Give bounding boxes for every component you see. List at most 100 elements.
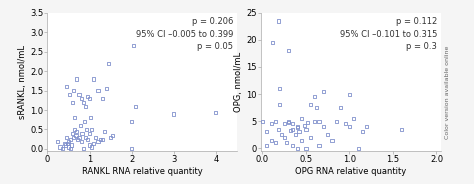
Point [56, 146, 64, 148]
Point [75, 93, 83, 96]
Point [82, 128, 90, 131]
Point [333, 120, 340, 123]
Point [285, 120, 292, 123]
Point [346, 125, 353, 128]
Text: p = 0.206
95% CI –0.005 to 0.399
p = 0.05: p = 0.206 95% CI –0.005 to 0.399 p = 0.0… [136, 17, 233, 51]
Point [88, 146, 95, 148]
Point [73, 77, 81, 80]
Y-axis label: sRANKL, nmol/mL: sRANKL, nmol/mL [18, 45, 27, 119]
Point [100, 130, 108, 133]
Point [92, 136, 100, 139]
Point [64, 140, 72, 143]
Point [130, 45, 137, 47]
Point [289, 122, 297, 125]
Point [82, 136, 89, 139]
Point [72, 134, 80, 137]
Point [295, 130, 303, 133]
Point [105, 62, 112, 65]
X-axis label: OPG RNA relative quantity: OPG RNA relative quantity [295, 167, 406, 176]
Point [68, 144, 76, 146]
Point [289, 144, 297, 147]
Point [355, 147, 362, 150]
Point [75, 136, 83, 139]
Point [88, 128, 95, 131]
Point [86, 144, 93, 146]
Point [71, 128, 79, 131]
Point [74, 138, 82, 141]
Point [341, 122, 349, 125]
Point [319, 125, 327, 128]
Point [267, 122, 275, 125]
Point [311, 95, 319, 98]
Point [82, 105, 89, 108]
Point [312, 106, 320, 109]
Point [263, 130, 271, 133]
Point [337, 106, 345, 109]
Point [307, 103, 314, 106]
Point [67, 138, 74, 141]
Point [65, 93, 73, 96]
Point [346, 93, 353, 95]
Point [54, 140, 62, 143]
Point [283, 141, 291, 144]
Point [276, 103, 283, 106]
Point [286, 129, 294, 132]
Point [269, 41, 277, 44]
Point [259, 120, 266, 123]
Point [80, 101, 87, 104]
Point [90, 77, 98, 80]
Point [77, 97, 85, 100]
Point [212, 111, 220, 114]
Point [298, 117, 305, 120]
Point [311, 120, 319, 123]
Point [63, 136, 70, 139]
X-axis label: RANKL RNA relative quantity: RANKL RNA relative quantity [82, 167, 202, 176]
Point [99, 97, 106, 100]
Point [128, 120, 136, 123]
Point [315, 144, 323, 147]
Point [109, 134, 117, 137]
Point [83, 138, 91, 141]
Point [81, 120, 88, 123]
Point [76, 124, 84, 127]
Point [350, 117, 357, 120]
Point [293, 125, 301, 128]
Point [102, 87, 110, 90]
Point [77, 140, 85, 143]
Point [274, 128, 282, 131]
Point [267, 139, 275, 141]
Point [67, 147, 74, 150]
Point [78, 132, 86, 135]
Point [63, 85, 70, 88]
Point [94, 89, 102, 92]
Point [170, 112, 178, 115]
Point [96, 138, 104, 141]
Point [90, 142, 98, 145]
Point [128, 147, 136, 150]
Point [319, 90, 327, 93]
Point [324, 133, 331, 136]
Point [58, 147, 66, 150]
Point [61, 144, 69, 146]
Point [281, 136, 288, 139]
Point [292, 133, 299, 136]
Point [132, 105, 140, 108]
Point [69, 132, 76, 135]
Point [69, 101, 76, 104]
Point [64, 146, 72, 148]
Point [73, 130, 81, 133]
Point [70, 89, 78, 92]
Point [86, 132, 93, 135]
Point [293, 126, 301, 129]
Point [304, 121, 311, 124]
Point [80, 147, 87, 150]
Point [64, 142, 72, 145]
Point [86, 97, 93, 100]
Point [94, 140, 102, 143]
Point [302, 128, 310, 131]
Point [359, 130, 366, 133]
Point [87, 116, 94, 119]
Point [301, 124, 308, 127]
Point [276, 87, 283, 90]
Text: Color version available online: Color version available online [446, 45, 450, 139]
